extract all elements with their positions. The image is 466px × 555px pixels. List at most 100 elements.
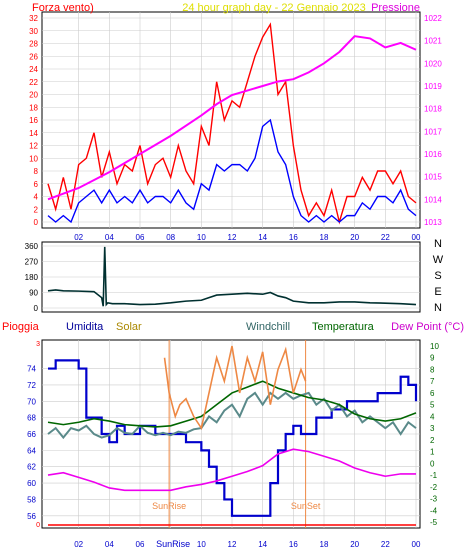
panel1-right-tick-label: 1015 xyxy=(424,173,442,182)
panel1-x-tick-label: 22 xyxy=(381,233,390,242)
panel1-x-tick-label: 00 xyxy=(412,233,421,242)
panel2-direction-label: E xyxy=(434,286,441,298)
panel1-left-tick-label: 22 xyxy=(29,78,38,87)
panel1-right-tick-label: 1013 xyxy=(424,218,442,227)
panel3-humidity-tick-label: 58 xyxy=(27,495,36,504)
panel2-direction-label: S xyxy=(434,270,441,282)
panel3-rain-tick-label: 0 xyxy=(36,522,40,529)
panel3-temp-tick-label: 9 xyxy=(430,354,435,363)
panel3-humidity-tick-label: 68 xyxy=(27,414,36,423)
label-dewpoint: Dew Point (°C) xyxy=(391,321,464,333)
panel2-left-tick-label: 90 xyxy=(29,289,38,298)
panel3-humidity-tick-label: 62 xyxy=(27,463,36,472)
panel2-left-tick-label: 180 xyxy=(25,273,39,282)
label-pioggia: Pioggia xyxy=(2,321,40,333)
panel3-temp-tick-label: 7 xyxy=(430,377,435,386)
panel1-x-tick-label: 02 xyxy=(74,233,83,242)
panel3-humidity-tick-label: 64 xyxy=(27,446,36,455)
sunrise-label: SunRise xyxy=(152,501,186,511)
panel1-right-tick-label: 1019 xyxy=(424,82,442,91)
panel1-right-tick-label: 1020 xyxy=(424,59,442,68)
panel1-left-tick-label: 10 xyxy=(29,154,38,163)
panel1-x-tick-label: 20 xyxy=(350,233,359,242)
panel1-left-tick-label: 18 xyxy=(29,103,38,112)
panel3-x-tick-label: 00 xyxy=(412,540,421,549)
panel1-left-tick-label: 30 xyxy=(29,27,38,36)
panel2-left-tick-label: 270 xyxy=(25,258,39,267)
panel3-temp-tick-label: -1 xyxy=(430,471,438,480)
chart-title: 24 hour graph day - 22 Gennaio 2023 xyxy=(182,2,365,14)
panel3-series-line xyxy=(47,391,417,440)
panel1-right-axis-label: Pressione xyxy=(371,2,420,14)
label-temperatura: Temperatura xyxy=(312,321,375,333)
panel3-x-tick-label: 14 xyxy=(258,540,267,549)
panel3-temp-tick-label: 4 xyxy=(430,412,435,421)
panel1-x-tick-label: 14 xyxy=(258,233,267,242)
panel3-x-tick-label: 06 xyxy=(136,540,145,549)
sunrise-x-label: SunRise xyxy=(156,539,190,549)
panel2-direction-label: N xyxy=(434,302,442,314)
panel3-x-tick-label: 20 xyxy=(350,540,359,549)
panel3-x-tick-label: 12 xyxy=(228,540,237,549)
panel3-temp-tick-label: -5 xyxy=(430,518,438,527)
panel1-left-tick-label: 6 xyxy=(34,180,39,189)
panel3-series-line xyxy=(47,448,416,492)
panel1-left-tick-label: 4 xyxy=(34,193,39,202)
panel3-temp-tick-label: -2 xyxy=(430,483,438,492)
panel3-series-line xyxy=(47,380,417,428)
panel3-temp-tick-label: 2 xyxy=(430,436,435,445)
panel3-humidity-tick-label: 72 xyxy=(27,381,36,390)
panel1-left-tick-label: 26 xyxy=(29,52,38,61)
panel1-right-tick-label: 1014 xyxy=(424,195,442,204)
panel3-temp-tick-label: 10 xyxy=(430,342,439,351)
panel3-x-tick-label: 10 xyxy=(197,540,206,549)
panel1-left-tick-label: 8 xyxy=(34,167,39,176)
panel3-humidity-tick-label: 74 xyxy=(27,365,36,374)
panel2-left-tick-label: 0 xyxy=(34,304,39,313)
panel1-x-tick-label: 12 xyxy=(228,233,237,242)
panel1-left-tick-label: 2 xyxy=(34,205,39,214)
panel3-x-tick-label: 16 xyxy=(289,540,298,549)
panel1-x-tick-label: 10 xyxy=(197,233,206,242)
panel3-series-line xyxy=(48,359,418,517)
panel1-x-tick-label: 06 xyxy=(136,233,145,242)
panel1-series-line xyxy=(47,35,417,201)
panel3-temp-tick-label: 1 xyxy=(430,448,435,457)
panel1-left-tick-label: 12 xyxy=(29,142,38,151)
panel1-x-tick-label: 18 xyxy=(320,233,329,242)
panel1-left-tick-label: 24 xyxy=(29,65,38,74)
panel3-temp-tick-label: -4 xyxy=(430,506,438,515)
panel2-direction-label: W xyxy=(433,254,444,266)
panel3-humidity-tick-label: 66 xyxy=(27,430,36,439)
label-umidita: Umidita xyxy=(66,321,104,333)
panel1-left-tick-label: 14 xyxy=(29,129,38,138)
panel1-right-tick-label: 1017 xyxy=(424,127,442,136)
panel3-humidity-tick-label: 60 xyxy=(27,479,36,488)
panel1-left-axis-label: Forza vento) xyxy=(32,2,94,14)
panel1-left-tick-label: 20 xyxy=(29,91,38,100)
panel3-temp-tick-label: 5 xyxy=(430,401,435,410)
panel3-temp-tick-label: 0 xyxy=(430,459,435,468)
panel2-direction-label: N xyxy=(434,238,442,250)
panel3-x-tick-label: 04 xyxy=(105,540,114,549)
panel3-temp-tick-label: 6 xyxy=(430,389,435,398)
panel1-right-tick-label: 1016 xyxy=(424,150,442,159)
panel1-x-tick-label: 04 xyxy=(105,233,114,242)
panel3-humidity-tick-label: 56 xyxy=(27,512,36,521)
panel1-left-tick-label: 16 xyxy=(29,116,38,125)
panel2-left-tick-label: 360 xyxy=(25,242,39,251)
panel1-right-tick-label: 1018 xyxy=(424,105,442,114)
sunset-label: SunSet xyxy=(291,501,321,511)
panel3-x-tick-label: 02 xyxy=(74,540,83,549)
panel1-x-tick-label: 16 xyxy=(289,233,298,242)
panel3-x-tick-label: 22 xyxy=(381,540,390,549)
panel3-series-line xyxy=(163,345,307,431)
panel1-left-tick-label: 0 xyxy=(34,218,39,227)
panel1-left-tick-label: 32 xyxy=(29,14,38,23)
label-solar: Solar xyxy=(116,321,142,333)
panel1-series-line xyxy=(47,22,417,225)
label-windchill: Windchill xyxy=(246,321,290,333)
panel2-direction-line xyxy=(47,246,417,307)
panel3-x-tick-label: 18 xyxy=(320,540,329,549)
